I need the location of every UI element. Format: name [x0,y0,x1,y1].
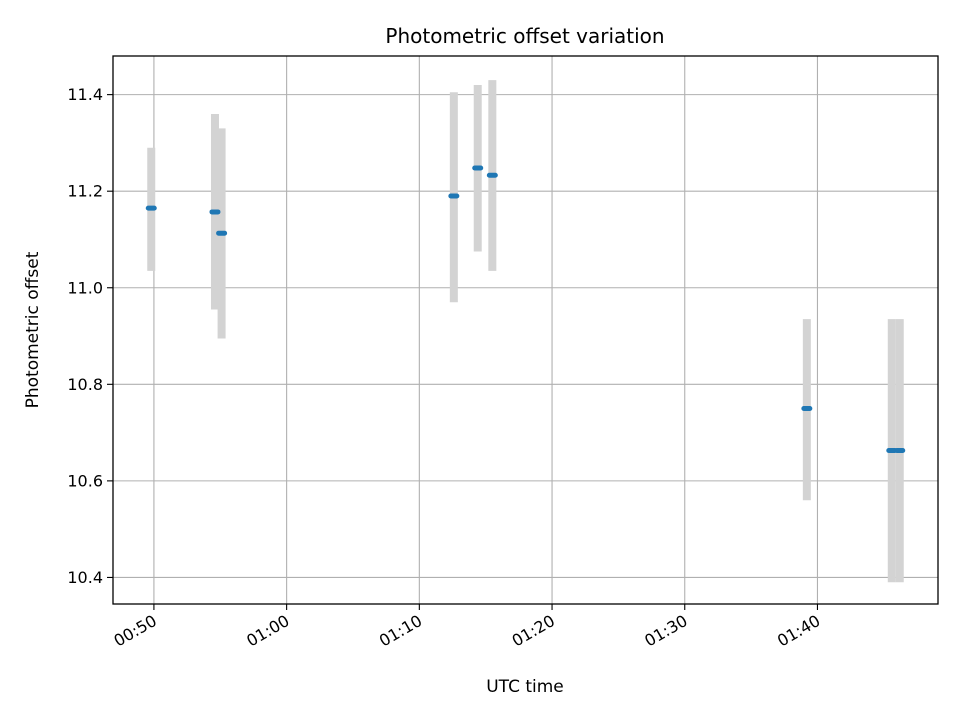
y-tick-label: 11.4 [67,85,103,104]
y-tick-label: 10.4 [67,568,103,587]
chart-title: Photometric offset variation [385,24,664,48]
grid-layer [113,56,938,604]
data-point [486,172,498,178]
plot-frame [112,55,939,605]
data-point [801,405,813,411]
data-point [448,193,460,199]
data-point [472,165,484,171]
x-tick-label: 01:30 [641,611,690,651]
data-point [886,447,898,453]
x-axis-label: UTC time [486,677,564,697]
x-tick-label: 01:40 [774,611,823,651]
y-tick-label: 10.8 [67,375,103,394]
y-axis-label: Photometric offset [23,251,43,408]
y-tick-label: 11.0 [67,278,103,297]
x-axis-ticks: 00:50 01:00 01:10 01:20 01:30 01:40 [110,604,823,651]
data-point [209,209,221,215]
x-tick-label: 00:50 [110,611,159,651]
x-tick-label: 01:20 [509,611,558,651]
y-axis-ticks: 10.4 10.6 10.8 11.0 11.2 11.4 [67,85,113,587]
x-tick-label: 01:00 [243,611,292,651]
point-layer [145,165,906,453]
data-point [894,447,906,453]
data-point [145,205,157,211]
data-point [216,230,228,236]
y-tick-label: 10.6 [67,471,103,490]
x-tick-label: 01:10 [376,611,425,651]
y-tick-label: 11.2 [67,182,103,201]
errorbar-layer [147,80,904,583]
